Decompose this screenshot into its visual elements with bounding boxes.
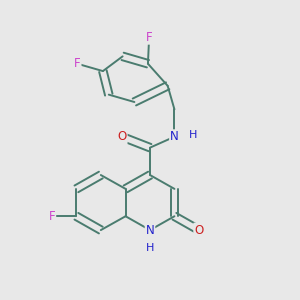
Text: N: N xyxy=(146,224,154,237)
Text: H: H xyxy=(188,130,197,140)
Text: O: O xyxy=(194,224,203,237)
Text: F: F xyxy=(49,210,55,223)
Text: F: F xyxy=(74,57,81,70)
Text: F: F xyxy=(146,31,152,44)
Text: N: N xyxy=(170,130,179,143)
Text: H: H xyxy=(146,243,154,253)
Text: O: O xyxy=(117,130,127,143)
